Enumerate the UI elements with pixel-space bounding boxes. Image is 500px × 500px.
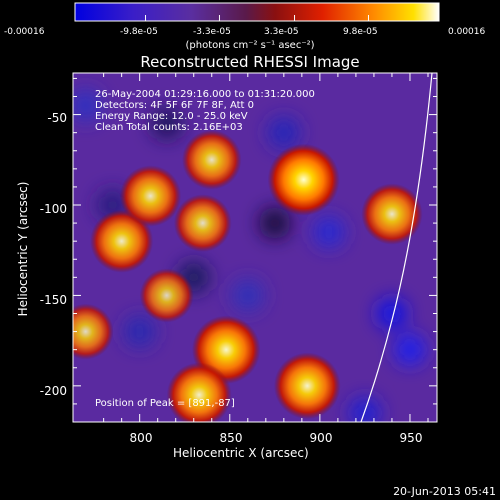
heatmap-image (73, 73, 437, 422)
date-stamp: 20-Jun-2013 05:41 (393, 485, 496, 498)
bright-source-4 (90, 209, 154, 273)
dark-patch-4 (231, 279, 264, 312)
dark-patch-1 (375, 297, 408, 330)
cb-tick-label-3: 3.3e-05 (264, 27, 299, 37)
dark-patch-3 (73, 89, 102, 122)
bright-source-1 (273, 352, 341, 420)
chart-title: Reconstructed RHESSI Image (140, 53, 360, 71)
dark-patch-10 (348, 396, 381, 422)
colorbar-unit-label: (photons cm⁻² s⁻¹ asec⁻²) (185, 40, 315, 51)
cb-tick-label-4: 9.8e-05 (343, 27, 378, 37)
plot-frame (72, 72, 438, 423)
dark-patch-0 (312, 216, 345, 249)
colorbar (74, 2, 440, 22)
colorbar-gradient (74, 2, 440, 22)
cb-tick-label-0: -0.00016 (4, 27, 45, 37)
bright-source-6 (182, 130, 242, 190)
bright-source-0 (267, 143, 340, 216)
y-tick-label-3: -200 (39, 384, 67, 398)
dark-patch-6 (123, 315, 156, 348)
annotation-energy-range: Energy Range: 12.0 - 25.0 keV (95, 111, 248, 122)
x-tick-label-2: 900 (309, 431, 333, 445)
y-tick-label-2: -150 (39, 293, 67, 307)
dark-patch-9 (150, 107, 183, 140)
y-tick-label-1: -100 (39, 202, 67, 216)
y-axis-label: Heliocentric Y (arcsec) (16, 181, 30, 317)
bright-source-7 (361, 183, 423, 245)
dark-patch-8 (267, 116, 300, 149)
cb-tick-label-2: -3.3e-05 (193, 27, 231, 37)
dark-patch-2 (393, 333, 426, 366)
annotation-algorithm: Clean Total counts: 2.16E+03 (95, 122, 243, 133)
cb-tick-label-5: 0.00016 (448, 27, 486, 37)
annotation-peak-position: Position of Peak = [891,-87] (95, 398, 235, 409)
bright-source-10 (139, 268, 194, 323)
bright-source-3 (166, 362, 232, 422)
x-tick-label-1: 850 (219, 431, 243, 445)
bright-source-8 (173, 194, 232, 252)
dark-patch-5 (258, 207, 291, 240)
annotation-detectors: Detectors: 4F 5F 6F 7F 8F, Att 0 (95, 100, 255, 111)
cb-tick-label-1: -9.8e-05 (120, 27, 158, 37)
bright-source-9 (73, 303, 114, 360)
x-tick-label-0: 800 (129, 431, 153, 445)
y-tick-label-0: -50 (47, 111, 67, 125)
x-axis-label: Heliocentric X (arcsec) (173, 446, 309, 460)
annotation-time-range: 26-May-2004 01:29:16.000 to 01:31:20.000 (95, 89, 315, 100)
limb-line (360, 73, 433, 422)
x-tick-label-3: 950 (399, 431, 423, 445)
bright-source-5 (119, 165, 182, 227)
